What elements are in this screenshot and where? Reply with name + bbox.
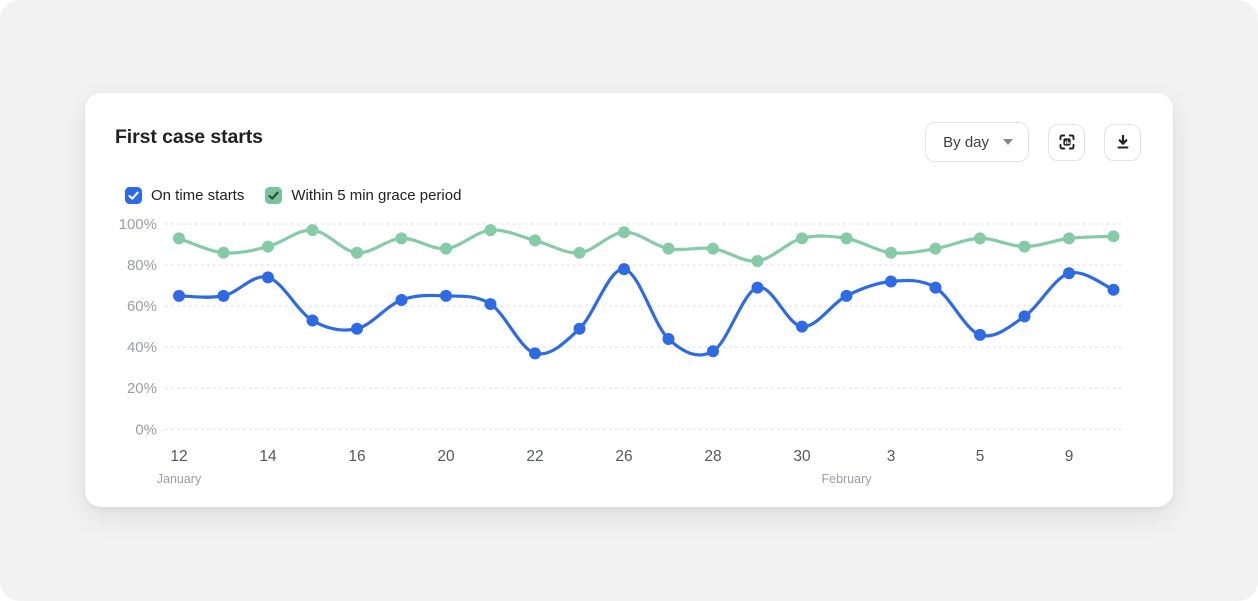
- svg-text:80%: 80%: [127, 257, 157, 274]
- legend-label-on-time: On time starts: [151, 187, 245, 204]
- svg-text:0%: 0%: [135, 421, 157, 438]
- header-controls: By day: [925, 122, 1141, 162]
- legend-checkbox-grace-period[interactable]: [265, 187, 283, 204]
- svg-text:30: 30: [793, 448, 811, 465]
- interval-dropdown-label: By day: [943, 133, 989, 151]
- svg-text:January: January: [157, 472, 202, 486]
- svg-text:12: 12: [170, 448, 187, 465]
- legend-item-on-time[interactable]: On time starts: [125, 187, 244, 204]
- svg-text:9: 9: [1065, 448, 1074, 465]
- svg-text:28: 28: [704, 448, 721, 465]
- page-title: First case starts: [115, 126, 263, 148]
- chart-card: 100% 80% 60% 40% 20% 0% 12 14 16 20 22 26 28 30 3 5 9 Jan…: [85, 93, 1173, 507]
- svg-text:14: 14: [259, 448, 277, 465]
- svg-text:3: 3: [887, 448, 896, 465]
- check-icon: [128, 191, 139, 200]
- svg-text:20%: 20%: [127, 380, 157, 397]
- interval-dropdown[interactable]: By day: [925, 122, 1029, 162]
- fullscreen-chart-icon: [1058, 133, 1076, 151]
- svg-text:February: February: [821, 472, 872, 486]
- download-button[interactable]: [1104, 123, 1141, 161]
- download-icon: [1114, 133, 1132, 151]
- legend-checkbox-on-time[interactable]: [125, 187, 142, 204]
- chevron-down-icon: [1003, 139, 1013, 145]
- line-chart-svg[interactable]: 100% 80% 60% 40% 20% 0% 12 14 16 20 22 26 28 30 3 5 9 Jan…: [85, 93, 1173, 507]
- check-icon: [268, 191, 279, 200]
- svg-text:5: 5: [976, 448, 985, 465]
- fullscreen-button[interactable]: [1048, 123, 1085, 161]
- svg-text:20: 20: [437, 448, 455, 465]
- svg-text:100%: 100%: [119, 216, 157, 233]
- legend-label-grace-period: Within 5 min grace period: [291, 187, 462, 204]
- svg-text:16: 16: [348, 448, 365, 465]
- svg-text:60%: 60%: [127, 298, 157, 315]
- svg-text:26: 26: [615, 448, 632, 465]
- svg-text:22: 22: [526, 448, 543, 465]
- legend-item-grace-period[interactable]: Within 5 min grace period: [265, 187, 461, 204]
- legend: On time starts Within 5 min grace period: [125, 187, 461, 204]
- svg-text:40%: 40%: [127, 339, 157, 356]
